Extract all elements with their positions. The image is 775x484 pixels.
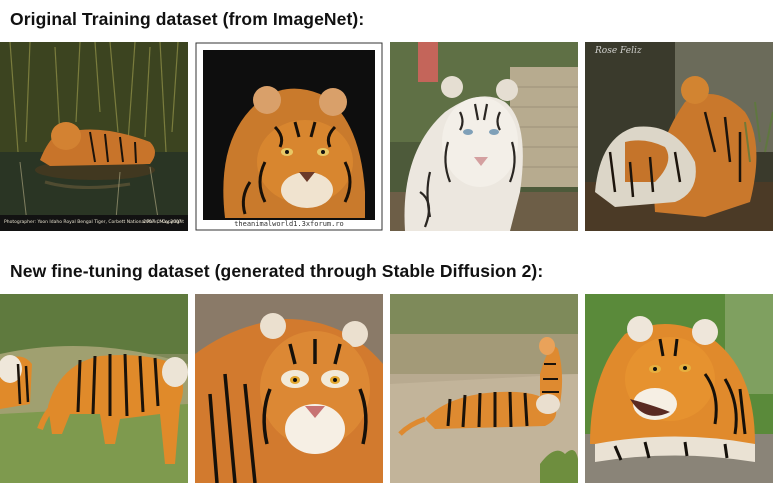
generated-image-tiger-closeup <box>195 294 383 483</box>
tigers-walking-picture <box>0 294 188 483</box>
generated-image-tigers-walking <box>0 294 188 483</box>
original-image-tiger-portrait-framed: theanimalworld1.3xforum.ro <box>195 42 383 231</box>
original-dataset-heading: Original Training dataset (from ImageNet… <box>10 9 365 29</box>
tiger-in-grass-picture <box>0 42 188 231</box>
tiger-lying-picture <box>390 294 578 483</box>
white-tiger-picture <box>390 42 578 231</box>
tigers-playing-picture <box>585 42 773 231</box>
tiger-closeup-picture <box>195 294 383 483</box>
generated-image-tiger-lying <box>390 294 578 483</box>
frame-caption-text: theanimalworld1.3xforum.ro <box>234 220 344 228</box>
generated-image-tiger-roaring <box>585 294 773 483</box>
original-image-tigers-playing: Rose Feliz <box>585 42 773 231</box>
copyright-text: 2007 © Copyright <box>143 220 184 225</box>
photo-credit-text: Photographer: Yoon Idaho Royal Bengal Ti… <box>4 220 182 225</box>
original-image-tiger-in-grass: Photographer: Yoon Idaho Royal Bengal Ti… <box>0 42 188 231</box>
original-image-white-tiger <box>390 42 578 231</box>
watermark-text: Rose Feliz <box>595 46 642 56</box>
tiger-portrait-picture <box>195 42 383 231</box>
finetune-dataset-heading: New fine-tuning dataset (generated throu… <box>10 261 544 281</box>
tiger-roaring-picture <box>585 294 773 483</box>
